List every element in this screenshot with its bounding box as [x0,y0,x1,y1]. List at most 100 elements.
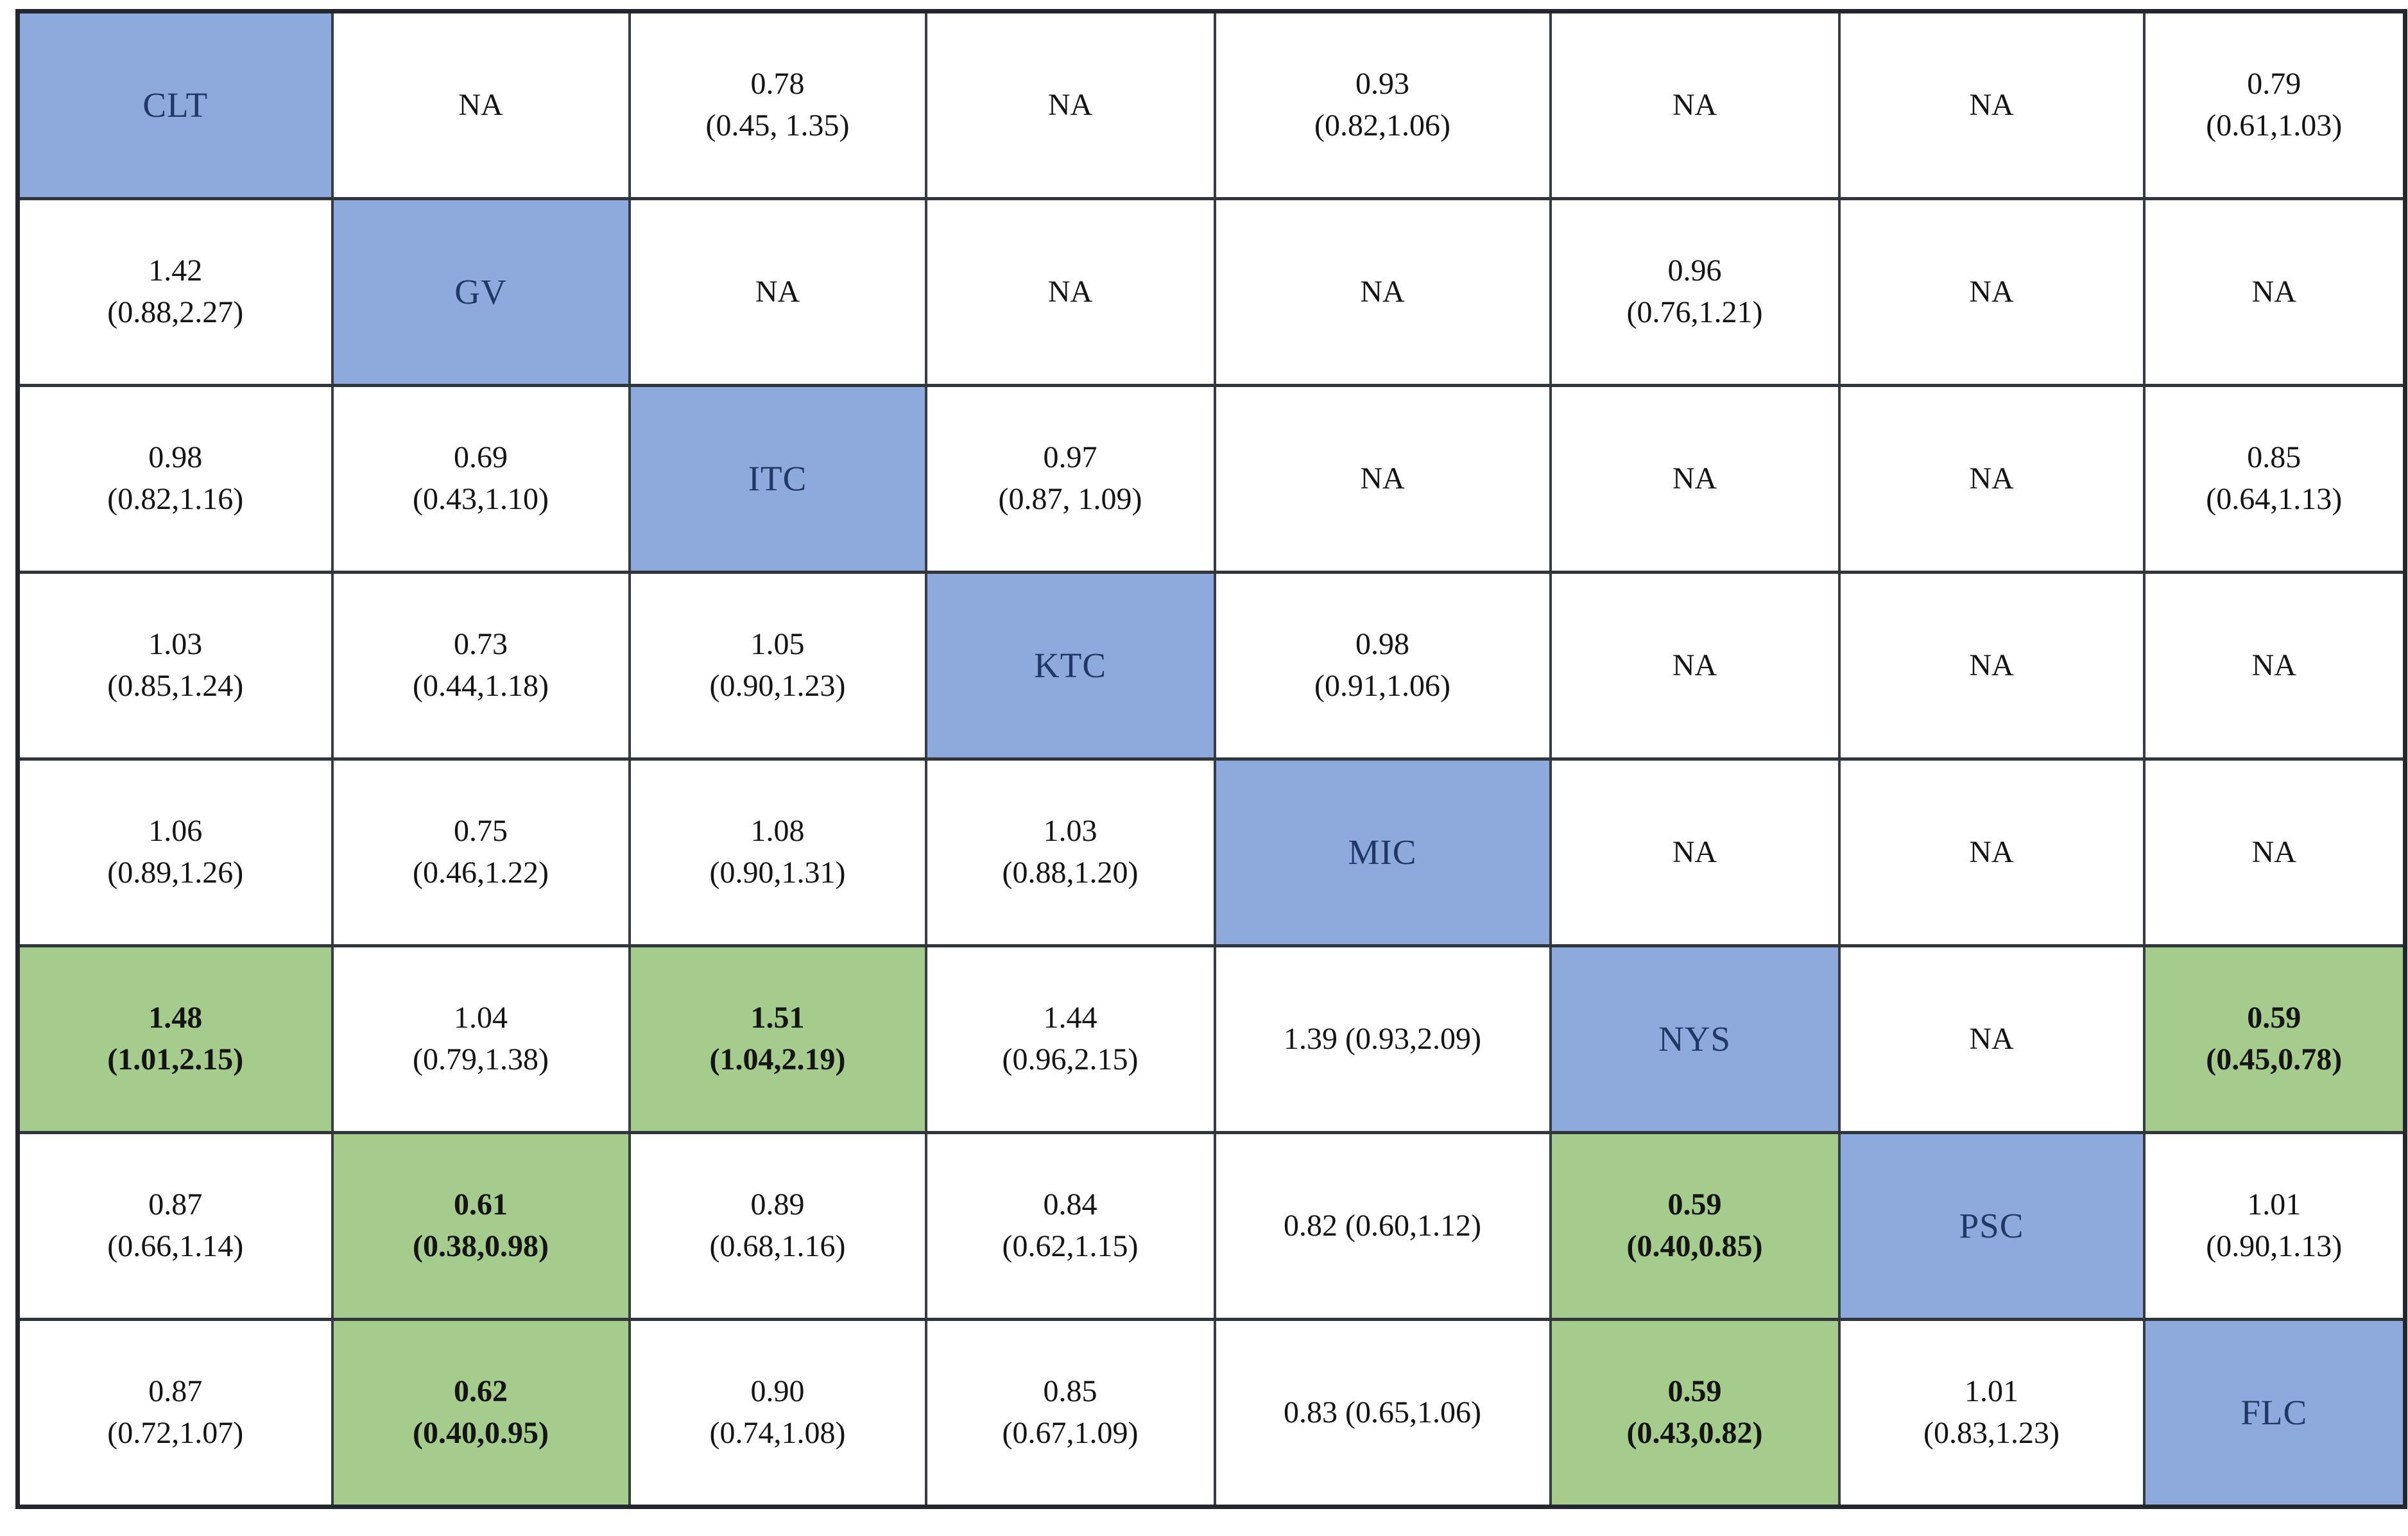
confidence-interval: (0.64,1.13) [2206,482,2343,516]
estimate-cell: 1.03 (0.85,1.24) [16,571,334,761]
estimate-value: 0.59 [1667,1374,1722,1409]
confidence-interval: (0.82,1.06) [1314,108,1450,142]
confidence-interval: (0.91,1.06) [1314,669,1450,703]
treatment-cell-gv: GV [331,197,631,387]
confidence-interval: (0.67,1.09) [1002,1416,1139,1450]
table-row: 0.87 (0.72,1.07) 0.62 (0.40,0.95) 0.90 (0.74,… [16,1318,2407,1508]
estimate-cell: 0.87 (0.66,1.14) [16,1131,334,1321]
estimate-value: 0.61 [454,1187,508,1222]
na-cell: NA [924,10,1216,200]
estimate-value: 0.59 [1667,1187,1722,1222]
na-cell: NA [924,197,1216,387]
estimate-value: 1.01 [1965,1374,2018,1409]
estimate-cell: 1.39 (0.93,2.09) [1213,944,1552,1134]
estimate-value: 0.78 [750,67,805,101]
table-row: 0.98 (0.82,1.16) 0.69 (0.43,1.10) ITC 0.97 (0.… [16,384,2407,574]
confidence-interval: (1.04,2.19) [709,1042,846,1076]
estimate-cell: 1.04 (0.79,1.38) [331,944,631,1134]
estimate-value: 0.59 [2247,1001,2301,1035]
confidence-interval: (0.61,1.03) [2206,108,2343,142]
confidence-interval: (0.90,1.13) [2206,1229,2343,1263]
estimate-cell: 0.83 (0.65,1.06) [1213,1318,1552,1508]
estimate-value: 1.08 [750,814,805,849]
confidence-interval: (0.82,1.16) [107,482,244,516]
league-table-body: CLT NA 0.78 (0.45, 1.35) NA 0.93 (0.82,1.06) NA… [16,10,2407,1508]
confidence-interval: (0.45,0.78) [2206,1042,2343,1076]
estimate-value: 1.51 [750,1001,805,1035]
table-row: 1.42 (0.88,2.27) GV NA NA NA 0.96 (0.76,1.21) NA… [16,197,2407,387]
na-cell: NA [1837,757,2146,947]
estimate-value: 0.73 [454,627,508,662]
confidence-interval: (1.01,2.15) [107,1042,244,1076]
na-cell: NA [2142,571,2407,761]
confidence-interval: (0.88,1.20) [1002,856,1139,890]
confidence-interval: (0.85,1.24) [107,669,244,703]
significant-estimate-cell: 1.51 (1.04,2.19) [628,944,927,1134]
confidence-interval: (0.89,1.26) [107,856,244,890]
estimate-value: 0.98 [1355,627,1409,662]
confidence-interval: (0.43,0.82) [1626,1416,1763,1450]
estimate-cell: 1.42 (0.88,2.27) [16,197,334,387]
estimate-cell: 1.01 (0.83,1.23) [1837,1318,2146,1508]
table-row: 1.48 (1.01,2.15) 1.04 (0.79,1.38) 1.51 (1.04,… [16,944,2407,1134]
treatment-cell-psc: PSC [1837,1131,2146,1321]
estimate-value: 0.75 [454,814,508,849]
confidence-interval: (0.76,1.21) [1626,295,1763,329]
confidence-interval: (0.62,1.15) [1002,1229,1139,1263]
confidence-interval: (0.46,1.22) [413,856,549,890]
confidence-interval: (0.40,0.85) [1626,1229,1763,1263]
estimate-cell: 0.69 (0.43,1.10) [331,384,631,574]
confidence-interval: (0.74,1.08) [709,1416,846,1450]
estimate-cell: 0.93 (0.82,1.06) [1213,10,1552,200]
na-cell: NA [1549,10,1841,200]
na-cell: NA [628,197,927,387]
confidence-interval: (0.90,1.23) [709,669,846,703]
estimate-value: 0.96 [1667,254,1722,288]
na-cell: NA [1837,10,2146,200]
estimate-value: 0.69 [454,440,508,475]
estimate-value: 1.06 [148,814,203,849]
confidence-interval: (0.79,1.38) [413,1042,549,1076]
estimate-cell: 0.97 (0.87, 1.09) [924,384,1216,574]
na-cell: NA [1837,384,2146,574]
na-cell: NA [2142,197,2407,387]
estimate-value: 0.87 [148,1374,203,1409]
estimate-cell: 0.84 (0.62,1.15) [924,1131,1216,1321]
estimate-cell: 0.96 (0.76,1.21) [1549,197,1841,387]
na-cell: NA [1837,944,2146,1134]
estimate-cell: 0.78 (0.45, 1.35) [628,10,927,200]
treatment-cell-itc: ITC [628,384,927,574]
estimate-cell: 1.03 (0.88,1.20) [924,757,1216,947]
significant-estimate-cell: 1.48 (1.01,2.15) [16,944,334,1134]
na-cell: NA [1549,384,1841,574]
significant-estimate-cell: 0.61 (0.38,0.98) [331,1131,631,1321]
confidence-interval: (0.68,1.16) [709,1229,846,1263]
estimate-cell: 0.75 (0.46,1.22) [331,757,631,947]
estimate-value: 1.03 [1043,814,1097,849]
estimate-value: 0.62 [454,1374,508,1409]
confidence-interval: (0.83,1.23) [1923,1416,2060,1450]
estimate-value: 0.98 [148,440,203,475]
estimate-value: 0.89 [750,1187,805,1222]
estimate-cell: 0.98 (0.82,1.16) [16,384,334,574]
treatment-cell-clt: CLT [16,10,334,200]
estimate-value: 0.87 [148,1187,203,1222]
significant-estimate-cell: 0.59 (0.45,0.78) [2142,944,2407,1134]
treatment-cell-ktc: KTC [924,571,1216,761]
estimate-value: 1.01 [2247,1187,2301,1222]
significant-estimate-cell: 0.62 (0.40,0.95) [331,1318,631,1508]
estimate-value: 0.85 [1043,1374,1097,1409]
significant-estimate-cell: 0.59 (0.43,0.82) [1549,1318,1841,1508]
na-cell: NA [1837,197,2146,387]
confidence-interval: (0.90,1.31) [709,856,846,890]
estimate-cell: 0.90 (0.74,1.08) [628,1318,927,1508]
estimate-value: 1.44 [1043,1001,1097,1035]
na-cell: NA [1549,571,1841,761]
confidence-interval: (0.72,1.07) [107,1416,244,1450]
estimate-cell: 1.06 (0.89,1.26) [16,757,334,947]
estimate-cell: 1.05 (0.90,1.23) [628,571,927,761]
na-cell: NA [1549,757,1841,947]
estimate-value: 0.79 [2247,67,2301,101]
estimate-cell: 0.82 (0.60,1.12) [1213,1131,1552,1321]
treatment-cell-nys: NYS [1549,944,1841,1134]
